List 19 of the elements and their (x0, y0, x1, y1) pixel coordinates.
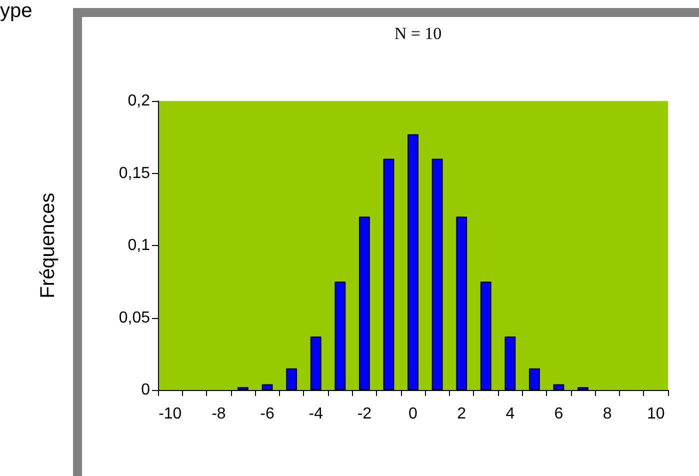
x-tick-label: 10 (646, 406, 665, 422)
x-tick-label: -6 (260, 406, 274, 422)
y-tick-label: 0,15 (118, 164, 150, 182)
y-axis-title: Fréquences (37, 192, 59, 298)
x-tick-label: -10 (158, 406, 182, 422)
x-tick-label: 6 (554, 406, 564, 422)
x-tick-label: -4 (308, 406, 324, 422)
x-tick-label: 4 (506, 406, 515, 422)
x-tick-label: 2 (457, 406, 466, 422)
x-tick-label: -8 (212, 406, 226, 422)
y-tick-label: 0,1 (128, 237, 150, 254)
y-tick-label: 0,2 (128, 92, 150, 110)
y-tick-label: 0,05 (118, 309, 150, 326)
x-tick-label: 0 (408, 406, 418, 422)
chart-title: N = 10 (394, 24, 442, 43)
text: ype (0, 0, 32, 22)
x-tick-label: -2 (357, 406, 372, 422)
x-tick-label: 8 (602, 406, 612, 422)
y-tick-label: 0 (141, 382, 150, 398)
